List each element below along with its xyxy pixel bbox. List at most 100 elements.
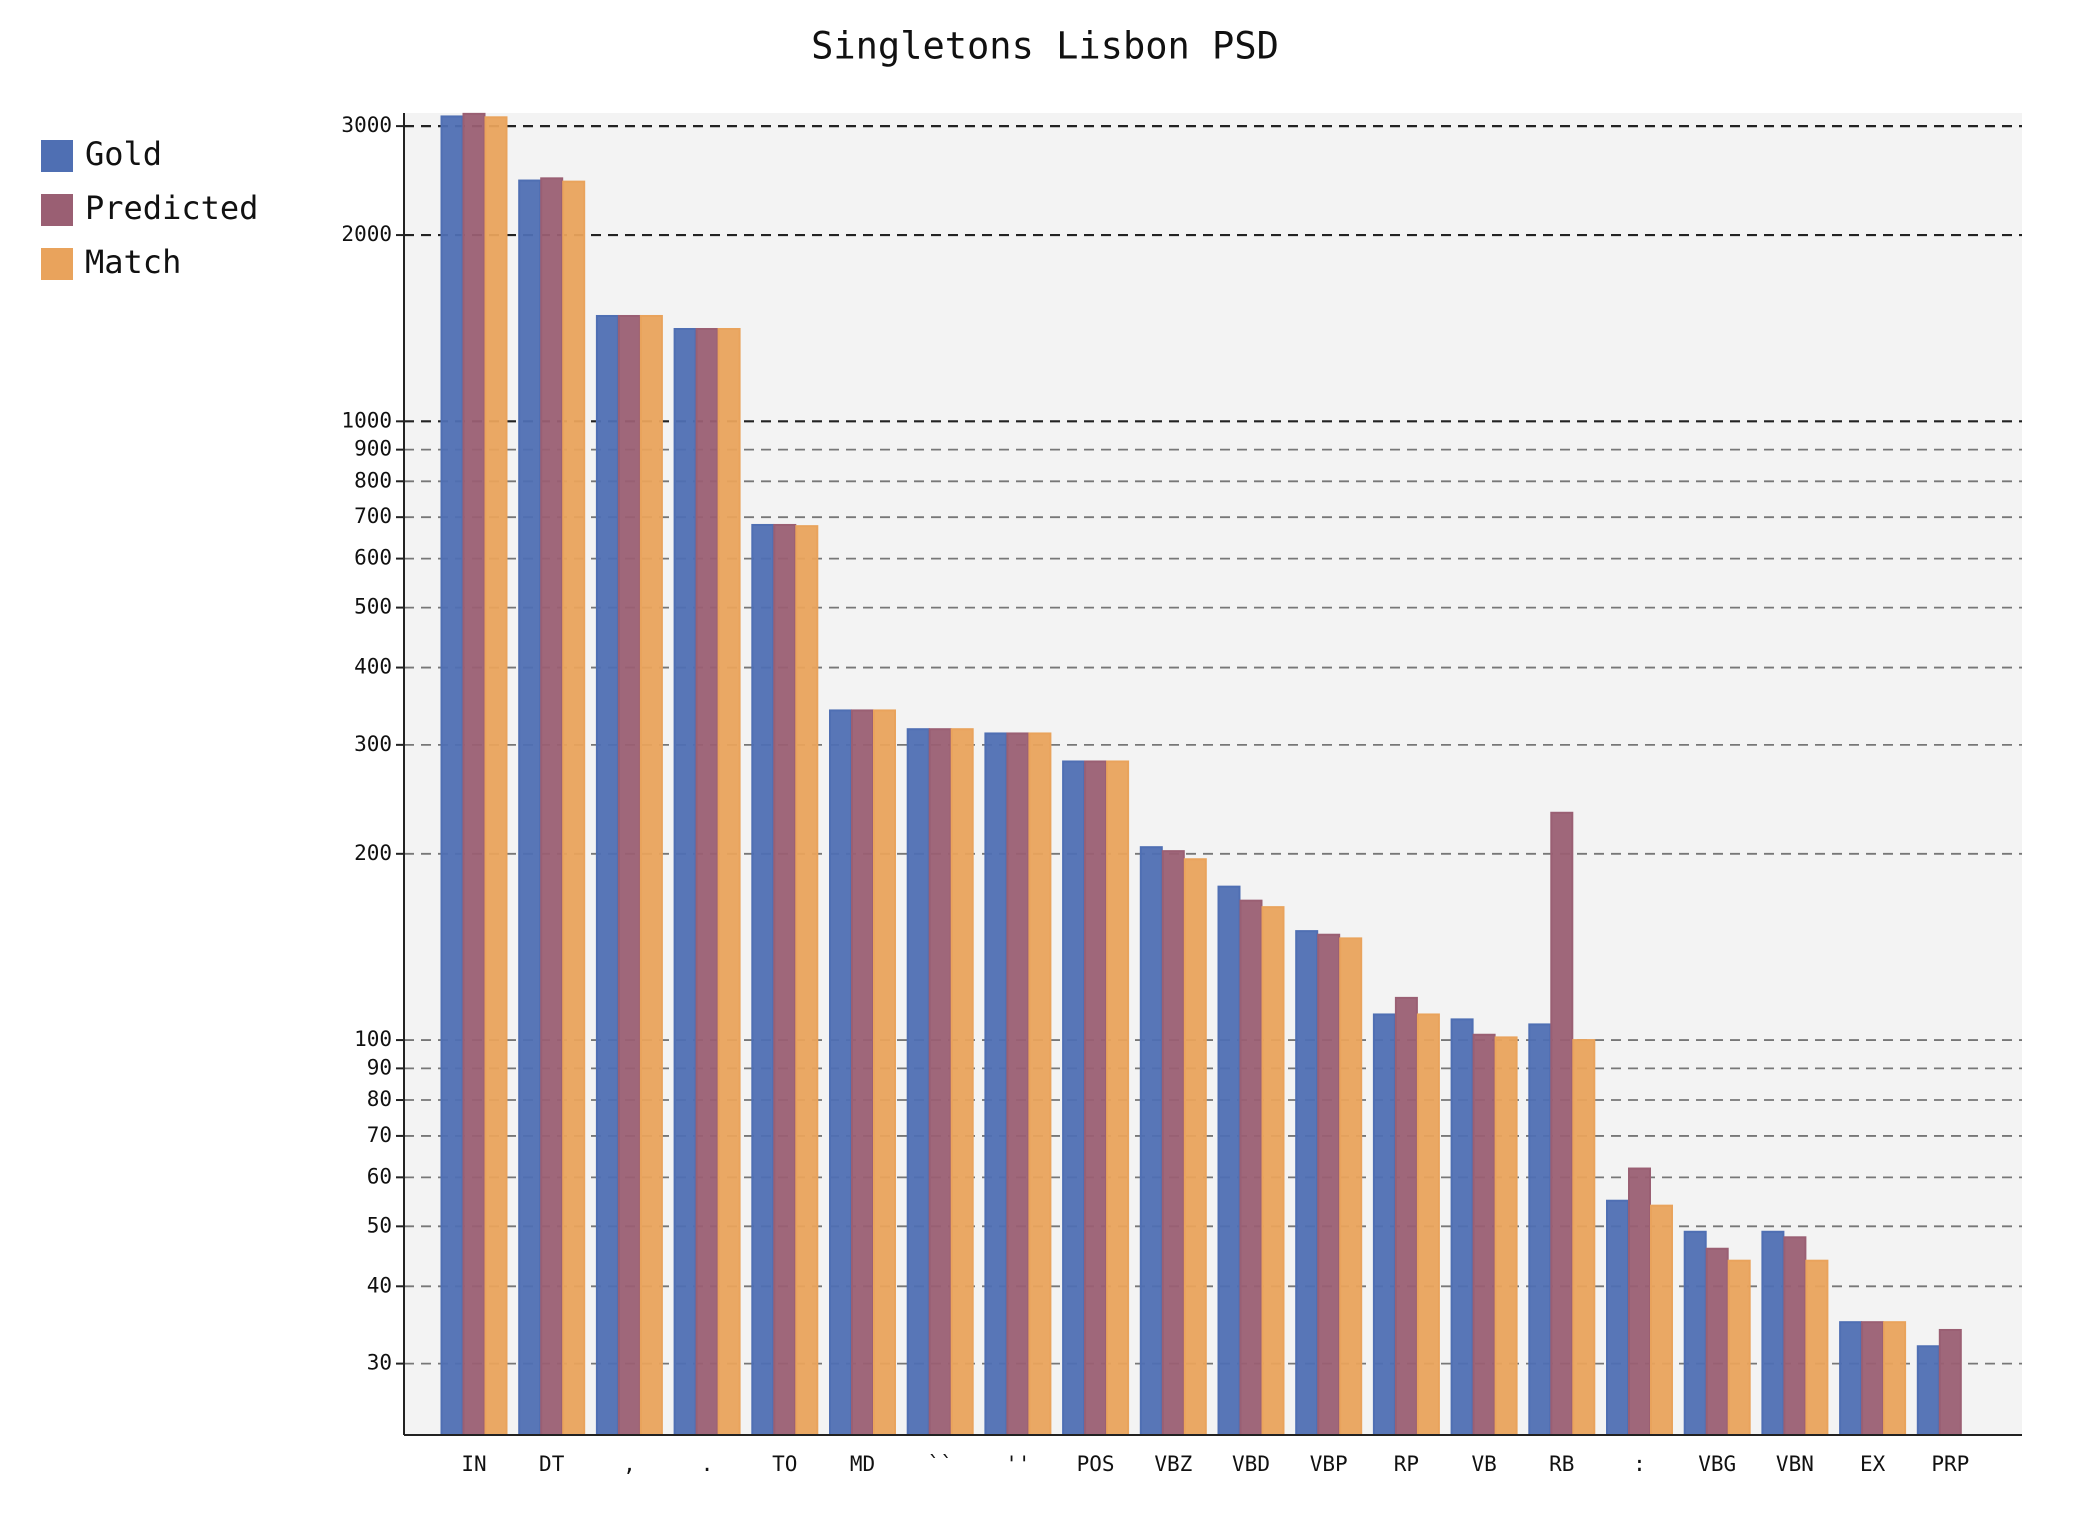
x-tick-label: . [701, 1452, 714, 1476]
bar [1494, 1036, 1518, 1436]
bar [1139, 846, 1163, 1436]
bar [1239, 899, 1263, 1436]
x-tick-label: TO [772, 1452, 797, 1476]
x-tick-label: VBP [1310, 1452, 1348, 1476]
bar [1572, 1039, 1596, 1436]
bar [1161, 850, 1185, 1436]
bar [1683, 1230, 1707, 1436]
legend-label: Predicted [85, 189, 258, 227]
x-tick-label: EX [1860, 1452, 1886, 1476]
chart-title: Singletons Lisbon PSD [811, 25, 1279, 68]
bar [1006, 732, 1030, 1436]
x-tick-label: DT [539, 1452, 565, 1476]
bar [950, 728, 974, 1436]
bar [1028, 732, 1052, 1436]
bar [562, 180, 586, 1437]
bar [1394, 996, 1418, 1436]
bar [440, 115, 464, 1437]
x-tick-label: '' [1005, 1452, 1030, 1476]
legend-label: Match [85, 243, 181, 281]
y-tick-label: 900 [354, 437, 392, 461]
y-tick-label: 500 [354, 595, 392, 619]
bar [462, 112, 486, 1437]
y-tick-label: 80 [367, 1087, 392, 1111]
bar [1861, 1321, 1885, 1436]
bar [1062, 760, 1086, 1436]
bar [873, 709, 896, 1436]
bar [851, 709, 874, 1436]
legend-swatch [41, 194, 73, 226]
x-tick-label: , [623, 1452, 636, 1476]
bar [1339, 937, 1363, 1437]
bar [1261, 906, 1285, 1436]
bar [518, 179, 542, 1437]
bar [617, 314, 641, 1436]
bar [1916, 1345, 1940, 1437]
bar [673, 327, 697, 1436]
x-tick-label: VB [1471, 1452, 1496, 1476]
y-tick-label: 400 [354, 655, 392, 679]
y-tick-label: 300 [354, 732, 392, 756]
y-tick-label: 3000 [341, 113, 392, 137]
bar [829, 709, 852, 1436]
bar [1372, 1013, 1396, 1437]
y-tick-label: 90 [367, 1055, 392, 1079]
bar [1628, 1167, 1651, 1436]
x-tick-label: MD [850, 1452, 875, 1476]
y-tick-label: 2000 [341, 222, 392, 246]
bar [1528, 1023, 1552, 1437]
x-tick-label: RB [1549, 1452, 1574, 1476]
x-tick-label: IN [461, 1452, 486, 1476]
bar [1295, 930, 1319, 1436]
bar [1472, 1033, 1496, 1437]
bar [1183, 858, 1207, 1436]
bar [1416, 1013, 1440, 1437]
bar [540, 177, 564, 1436]
y-tick-label: 1000 [341, 408, 392, 432]
legend-swatch [41, 140, 73, 172]
bar [928, 728, 952, 1436]
x-tick-label: POS [1077, 1452, 1115, 1476]
bar [1550, 811, 1574, 1436]
bar [1938, 1328, 1962, 1437]
y-tick-label: 700 [354, 504, 392, 528]
bar [484, 116, 508, 1437]
x-tick-label: VBN [1776, 1452, 1814, 1476]
x-tick-label: VBG [1698, 1452, 1736, 1476]
y-tick-label: 600 [354, 546, 392, 570]
bar [1317, 933, 1341, 1436]
bar [773, 523, 797, 1436]
bar [1705, 1247, 1729, 1436]
bar [1606, 1199, 1629, 1436]
bar [795, 525, 819, 1436]
bar [595, 314, 619, 1436]
x-tick-label: RP [1394, 1452, 1419, 1476]
bar [1450, 1018, 1474, 1436]
y-tick-label: 100 [354, 1027, 392, 1051]
x-tick-label: VBZ [1154, 1452, 1192, 1476]
x-tick-label: `` [928, 1452, 953, 1476]
bar [984, 732, 1008, 1436]
y-tick-label: 200 [354, 841, 392, 865]
bar [695, 327, 719, 1436]
bar [1650, 1204, 1673, 1437]
bar [1783, 1236, 1807, 1436]
bar [1839, 1321, 1863, 1436]
x-tick-label: PRP [1931, 1452, 1969, 1476]
bar [906, 728, 930, 1436]
y-tick-label: 800 [354, 468, 392, 492]
legend-swatch [41, 248, 73, 280]
y-tick-label: 60 [367, 1164, 392, 1188]
bar [1805, 1259, 1829, 1437]
bar [1106, 760, 1130, 1436]
bar [1727, 1259, 1751, 1437]
bar [1883, 1321, 1907, 1436]
bar [1084, 760, 1108, 1436]
legend-label: Gold [85, 135, 162, 173]
bar [1761, 1230, 1785, 1436]
x-tick-label: : [1633, 1452, 1646, 1476]
bar [1217, 885, 1241, 1436]
bar [639, 314, 663, 1436]
